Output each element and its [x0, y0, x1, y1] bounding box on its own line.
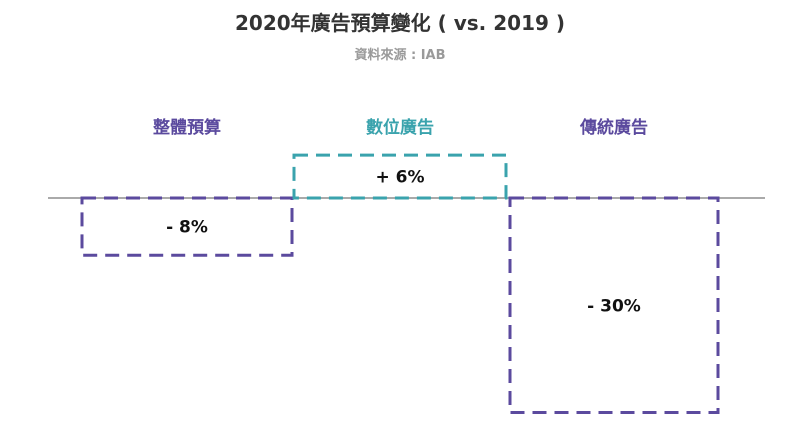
bar-3	[508, 196, 720, 414]
value-label-2: + 6%	[375, 168, 424, 188]
category-label-1: 整體預算	[153, 117, 221, 138]
value-label-3: - 30%	[587, 296, 641, 316]
bar-2	[292, 153, 508, 200]
category-label-2: 數位廣告	[366, 117, 434, 138]
chart-source: 資料來源 : IAB	[354, 48, 446, 63]
chart-title: 2020年廣告預算變化 ( vs. 2019 )	[235, 11, 565, 35]
value-label-1: - 8%	[166, 218, 208, 238]
category-label-3: 傳統廣告	[579, 117, 648, 138]
